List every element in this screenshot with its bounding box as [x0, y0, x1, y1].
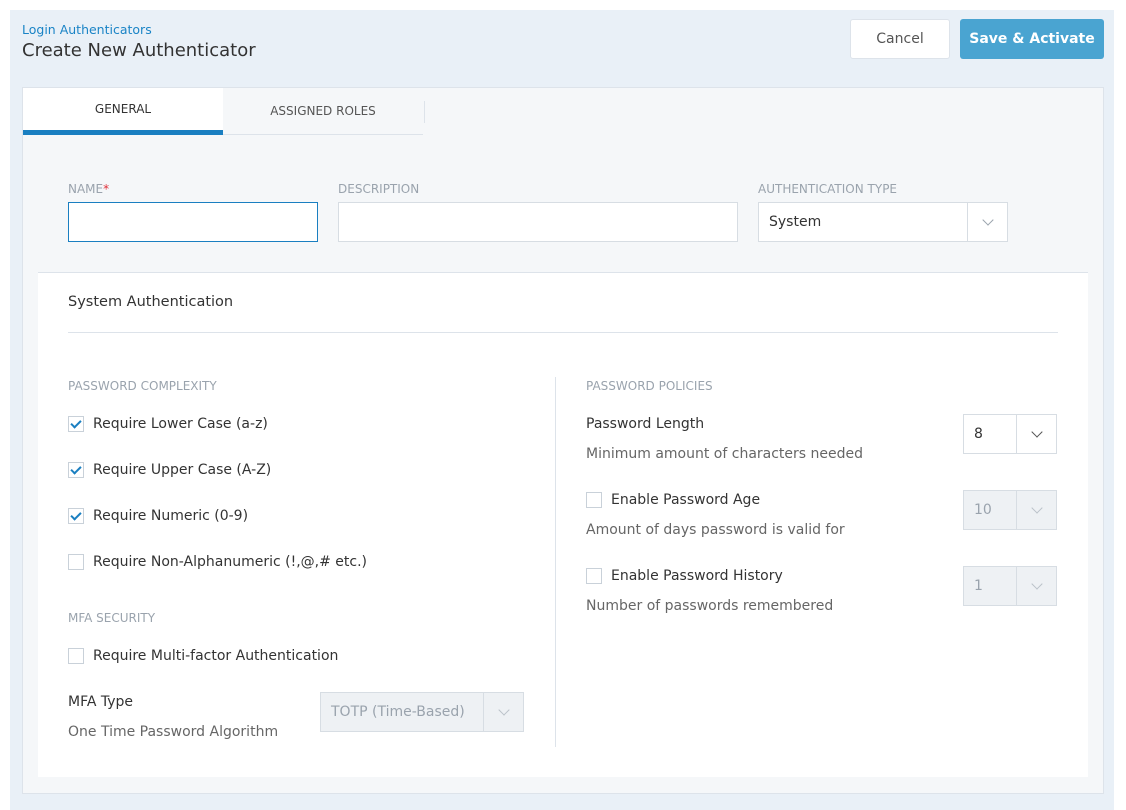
chevron-down-icon [1016, 567, 1056, 605]
checkbox-icon[interactable] [68, 462, 84, 478]
save-activate-button[interactable]: Save & Activate [960, 19, 1104, 59]
chevron-down-icon [1016, 491, 1056, 529]
name-label-text: NAME [68, 182, 104, 196]
cancel-button[interactable]: Cancel [850, 19, 950, 59]
column-divider [555, 377, 556, 747]
checkbox-password-age[interactable]: Enable Password Age [586, 492, 760, 508]
checkbox-label: Enable Password History [611, 568, 783, 584]
password-length-description: Minimum amount of characters needed [586, 446, 864, 462]
chevron-down-icon [483, 693, 523, 731]
description-input[interactable] [338, 202, 738, 242]
divider [68, 332, 1058, 333]
system-authentication-panel [38, 272, 1088, 777]
checkbox-label: Require Non-Alphanumeric (!,@,# etc.) [93, 554, 367, 570]
checkbox-icon[interactable] [68, 554, 84, 570]
password-policies-heading: PASSWORD POLICIES [586, 379, 713, 393]
section-title: System Authentication [68, 294, 234, 310]
checkbox-label: Require Numeric (0-9) [93, 508, 249, 524]
description-label: DESCRIPTION [338, 182, 420, 196]
checkbox-require-mfa[interactable]: Require Multi-factor Authentication [68, 648, 338, 664]
password-history-value: 1 [974, 578, 983, 594]
page-title: Create New Authenticator [22, 40, 256, 61]
checkbox-label: Require Upper Case (A-Z) [93, 462, 272, 478]
checkbox-non-alphanumeric[interactable]: Require Non-Alphanumeric (!,@,# etc.) [68, 554, 367, 570]
checkbox-label: Require Multi-factor Authentication [93, 648, 339, 664]
authentication-type-value: System [769, 214, 822, 230]
name-label: NAME* [68, 182, 109, 196]
checkbox-numeric[interactable]: Require Numeric (0-9) [68, 508, 248, 524]
checkbox-label: Enable Password Age [611, 492, 761, 508]
checkbox-icon[interactable] [586, 492, 602, 508]
authentication-type-label: AUTHENTICATION TYPE [758, 182, 898, 196]
password-age-value: 10 [974, 502, 992, 518]
checkbox-upper-case[interactable]: Require Upper Case (A-Z) [68, 462, 271, 478]
mfa-type-select[interactable]: TOTP (Time-Based) [320, 692, 524, 732]
password-age-select[interactable]: 10 [963, 490, 1057, 530]
checkbox-icon[interactable] [68, 416, 84, 432]
breadcrumb-login-authenticators[interactable]: Login Authenticators [22, 22, 152, 37]
mfa-type-label: MFA Type [68, 694, 134, 710]
mfa-type-description: One Time Password Algorithm [68, 724, 279, 740]
password-length-label: Password Length [586, 416, 705, 432]
checkbox-label: Require Lower Case (a-z) [93, 416, 268, 432]
chevron-down-icon [967, 203, 1007, 241]
password-history-description: Number of passwords remembered [586, 598, 834, 614]
tab-general[interactable]: GENERAL [23, 88, 223, 135]
mfa-security-heading: MFA SECURITY [68, 611, 156, 625]
checkbox-password-history[interactable]: Enable Password History [586, 568, 783, 584]
authentication-type-select[interactable]: System [758, 202, 1008, 242]
chevron-down-icon [1016, 415, 1056, 453]
password-age-description: Amount of days password is valid for [586, 522, 845, 538]
checkbox-icon[interactable] [68, 508, 84, 524]
password-complexity-heading: PASSWORD COMPLEXITY [68, 379, 217, 393]
checkbox-icon[interactable] [586, 568, 602, 584]
tab-divider [424, 101, 425, 123]
name-input[interactable] [68, 202, 318, 242]
tab-assigned-roles[interactable]: ASSIGNED ROLES [223, 88, 423, 135]
checkbox-icon[interactable] [68, 648, 84, 664]
password-length-value: 8 [974, 426, 983, 442]
password-length-select[interactable]: 8 [963, 414, 1057, 454]
required-mark: * [103, 182, 110, 196]
checkbox-lower-case[interactable]: Require Lower Case (a-z) [68, 416, 268, 432]
password-history-select[interactable]: 1 [963, 566, 1057, 606]
mfa-type-value: TOTP (Time-Based) [331, 704, 465, 720]
